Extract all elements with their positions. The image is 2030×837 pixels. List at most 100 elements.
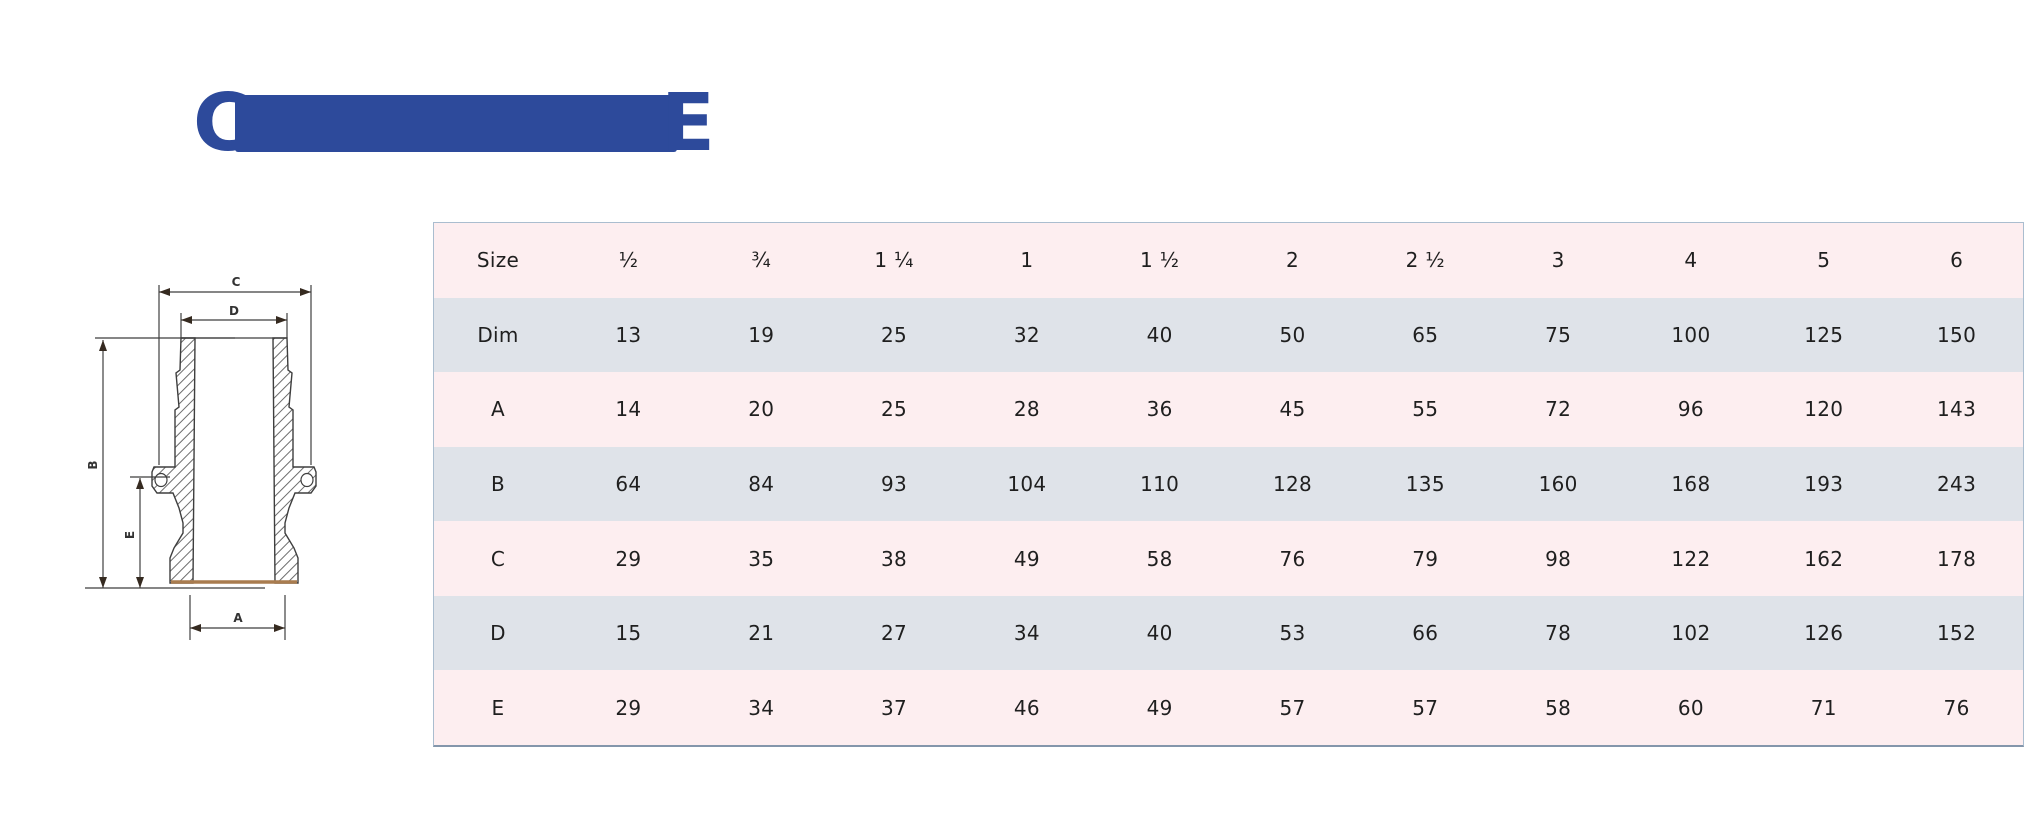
header-cell: 6 xyxy=(1950,248,1964,273)
data-cell: 57 xyxy=(1279,695,1306,720)
fitting-body xyxy=(151,337,317,584)
data-cell: 34 xyxy=(748,695,775,720)
data-cell: 102 xyxy=(1671,621,1711,646)
data-cell: 93 xyxy=(881,472,908,497)
data-cell: 76 xyxy=(1279,546,1306,571)
data-cell: 125 xyxy=(1804,322,1844,347)
table-row: D 15 21 27 34 40 53 66 78 102 126 152 xyxy=(434,595,2023,671)
header-cell: 2 xyxy=(1285,248,1299,273)
row-label: Dim xyxy=(477,322,519,347)
data-cell: 160 xyxy=(1538,472,1578,497)
data-cell: 162 xyxy=(1804,546,1844,571)
row-label: C xyxy=(490,546,506,571)
data-cell: 20 xyxy=(748,397,775,422)
data-cell: 75 xyxy=(1545,322,1572,347)
data-cell: 152 xyxy=(1937,621,1977,646)
dim-label-d: D xyxy=(229,304,239,318)
data-cell: 35 xyxy=(748,546,775,571)
data-cell: 27 xyxy=(881,621,908,646)
data-cell: 15 xyxy=(615,621,642,646)
table-row: Dim 13 19 25 32 40 50 65 75 100 125 150 xyxy=(434,297,2023,373)
header-cell: 1 ½ xyxy=(1139,248,1180,273)
fitting-diagram: C D B E A xyxy=(85,275,317,640)
ear-hole-right xyxy=(300,472,314,488)
data-cell: 32 xyxy=(1013,322,1040,347)
page-title: C E xyxy=(193,76,715,169)
data-cell: 178 xyxy=(1937,546,1977,571)
data-cell: 60 xyxy=(1677,695,1704,720)
data-cell: 21 xyxy=(748,621,775,646)
data-cell: 143 xyxy=(1937,397,1977,422)
row-label: B xyxy=(490,472,506,497)
data-cell: 128 xyxy=(1272,472,1313,497)
header-cell: 1 ¼ xyxy=(874,248,914,273)
data-cell: 57 xyxy=(1412,695,1439,720)
header-cell: 5 xyxy=(1817,248,1831,273)
header-cell: 1 xyxy=(1020,248,1034,273)
data-cell: 49 xyxy=(1013,546,1040,571)
header-cell: ¾ xyxy=(751,248,772,273)
ear-hole-left xyxy=(154,472,168,488)
data-cell: 55 xyxy=(1412,397,1439,422)
data-cell: 135 xyxy=(1405,472,1445,497)
table-row: A 14 20 25 28 36 45 55 72 96 120 143 xyxy=(434,372,2023,447)
data-cell: 25 xyxy=(881,397,908,422)
data-cell: 120 xyxy=(1804,397,1844,422)
data-cell: 168 xyxy=(1671,472,1711,497)
data-cell: 45 xyxy=(1279,397,1306,422)
data-cell: 13 xyxy=(615,322,642,347)
data-cell: 96 xyxy=(1677,397,1704,422)
data-cell: 28 xyxy=(1013,397,1040,422)
data-cell: 49 xyxy=(1146,695,1173,720)
table-header-row: Size ½ ¾ 1 ¼ 1 1 ½ 2 2 ½ 3 4 5 6 xyxy=(434,223,2023,298)
dim-label-e: E xyxy=(123,531,137,539)
header-cell: 3 xyxy=(1551,248,1565,273)
row-label: E xyxy=(491,695,505,720)
data-cell: 126 xyxy=(1804,621,1844,646)
data-cell: 36 xyxy=(1146,397,1173,422)
data-cell: 72 xyxy=(1545,397,1572,422)
data-cell: 76 xyxy=(1943,695,1970,720)
data-cell: 58 xyxy=(1146,546,1173,571)
header-cell: Size xyxy=(476,248,520,273)
data-cell: 40 xyxy=(1146,322,1173,347)
title-redacted-bar xyxy=(234,94,678,152)
data-cell: 29 xyxy=(615,546,642,571)
data-cell: 50 xyxy=(1279,322,1306,347)
data-cell: 122 xyxy=(1671,546,1711,571)
data-cell: 78 xyxy=(1545,621,1572,646)
data-cell: 25 xyxy=(881,322,908,347)
title-letter-e: E xyxy=(661,76,715,169)
data-cell: 100 xyxy=(1671,322,1711,347)
data-cell: 104 xyxy=(1007,472,1047,497)
data-cell: 193 xyxy=(1804,472,1844,497)
data-cell: 40 xyxy=(1146,621,1173,646)
data-cell: 71 xyxy=(1810,695,1837,720)
dimension-arrows xyxy=(99,288,311,632)
header-cell: 2 ½ xyxy=(1405,248,1445,273)
data-cell: 19 xyxy=(748,322,775,347)
dim-label-a: A xyxy=(233,611,243,625)
table-row: E 29 34 37 46 49 57 57 58 60 71 76 xyxy=(434,670,2023,746)
data-cell: 34 xyxy=(1013,621,1040,646)
row-label: D xyxy=(490,621,506,646)
table-row: C 29 35 38 49 58 76 79 98 122 162 178 xyxy=(434,521,2023,596)
data-cell: 37 xyxy=(881,695,908,720)
data-cell: 14 xyxy=(615,397,642,422)
data-cell: 243 xyxy=(1937,472,1977,497)
table-row: B 64 84 93 104 110 128 135 160 168 193 243 xyxy=(434,446,2023,522)
header-cell: ½ xyxy=(618,248,639,273)
row-label: A xyxy=(491,397,505,422)
data-cell: 150 xyxy=(1937,322,1977,347)
data-cell: 79 xyxy=(1412,546,1439,571)
dim-label-c: C xyxy=(232,275,241,289)
data-cell: 98 xyxy=(1545,546,1572,571)
data-cell: 110 xyxy=(1140,472,1180,497)
data-cell: 46 xyxy=(1013,695,1040,720)
header-cell: 4 xyxy=(1684,248,1698,273)
data-cell: 66 xyxy=(1412,621,1439,646)
data-cell: 84 xyxy=(748,472,775,497)
dim-label-b: B xyxy=(86,460,100,469)
